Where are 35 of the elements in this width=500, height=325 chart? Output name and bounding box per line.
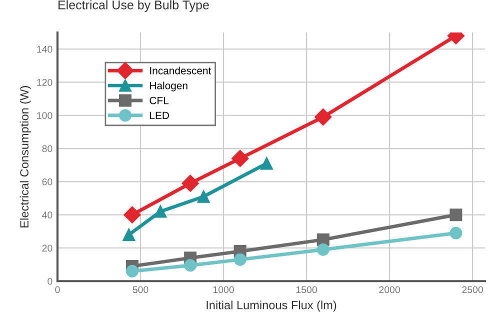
legend-label: Halogen [150, 82, 188, 92]
point [316, 243, 330, 256]
point [124, 206, 141, 224]
y-tick-label: 80 [42, 145, 52, 152]
point [122, 228, 136, 241]
point [184, 259, 197, 272]
y-axis-title: Electrical Consumption (W) [20, 86, 31, 228]
point [182, 174, 199, 192]
point [260, 157, 273, 170]
y-tick-label: 40 [42, 212, 52, 218]
y-tick-label: 20 [42, 244, 52, 252]
y-tick-label: 60 [42, 178, 52, 186]
x-tick-label: 0 [55, 286, 60, 294]
legend-label: CFL [150, 96, 169, 104]
y-tick-label: 140 [37, 46, 52, 53]
y-tick-label: 0 [48, 278, 52, 285]
point [234, 253, 246, 266]
x-axis-title: Initial Luminous Flux (lm) [206, 300, 336, 312]
point [197, 190, 210, 203]
x-tick-label: 500 [132, 286, 148, 294]
point [154, 205, 167, 218]
y-tick-label: 100 [37, 112, 52, 119]
point [232, 150, 249, 168]
point [450, 208, 462, 222]
point [450, 226, 462, 240]
y-tick-label: 120 [37, 78, 52, 86]
chart-title: Electrical Use by Bulb Type [58, 0, 209, 12]
x-tick-label: 2500 [462, 286, 483, 294]
x-tick-label: 2000 [379, 286, 400, 294]
x-tick-label: 1500 [296, 286, 317, 294]
x-tick-label: 1000 [213, 286, 234, 294]
legend-label: Incandescent [150, 66, 212, 74]
point [314, 108, 332, 126]
legend-label: LED [150, 112, 169, 120]
point [126, 264, 138, 278]
